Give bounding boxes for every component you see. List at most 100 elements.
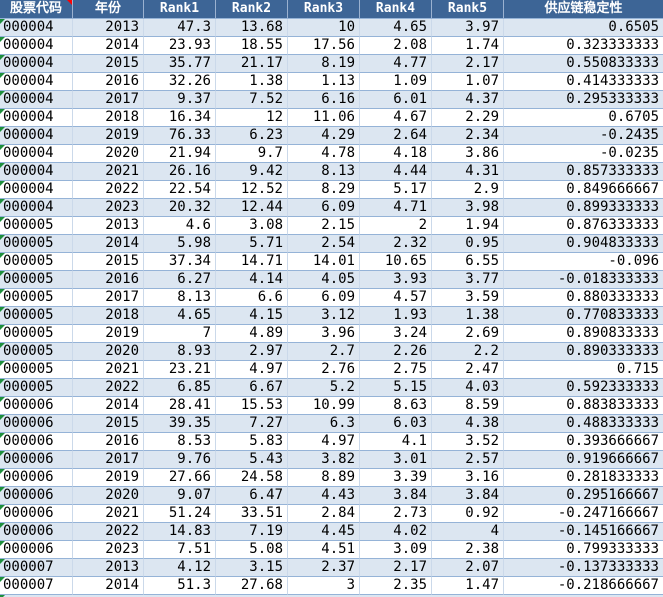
data-cell[interactable]: 4.18 <box>360 145 432 163</box>
data-cell[interactable]: 2.76 <box>288 361 360 379</box>
data-cell[interactable]: 2013 <box>73 19 144 37</box>
data-cell[interactable]: 3.09 <box>360 541 432 559</box>
data-cell[interactable]: 3.84 <box>432 487 504 505</box>
data-cell[interactable]: 4.67 <box>360 109 432 127</box>
data-cell[interactable]: 4.31 <box>432 163 504 181</box>
data-cell[interactable]: 3.24 <box>360 325 432 343</box>
stock-code-cell[interactable]: 000005 <box>0 325 73 343</box>
data-cell[interactable]: 0.281833333 <box>504 469 663 487</box>
data-cell[interactable]: 0.414333333 <box>504 73 663 91</box>
data-cell[interactable]: 2014 <box>73 577 144 595</box>
data-cell[interactable]: 0.770833333 <box>504 307 663 325</box>
data-cell[interactable]: 8.93 <box>144 343 216 361</box>
data-cell[interactable]: 2.57 <box>432 451 504 469</box>
data-cell[interactable]: 6.09 <box>288 199 360 217</box>
stock-code-cell[interactable]: 000004 <box>0 19 73 37</box>
data-cell[interactable]: 0.899333333 <box>504 199 663 217</box>
data-cell[interactable]: 2.84 <box>288 505 360 523</box>
data-cell[interactable]: 6.23 <box>216 127 288 145</box>
data-cell[interactable]: 6.3 <box>288 415 360 433</box>
data-cell[interactable]: 10.65 <box>360 253 432 271</box>
data-cell[interactable]: 4.29 <box>288 127 360 145</box>
data-cell[interactable]: 2022 <box>73 181 144 199</box>
column-header-rank4[interactable]: Rank4 <box>360 0 432 19</box>
stock-code-cell[interactable]: 000006 <box>0 505 73 523</box>
data-cell[interactable]: 2015 <box>73 253 144 271</box>
data-cell[interactable]: 2018 <box>73 307 144 325</box>
data-cell[interactable]: 4.97 <box>216 361 288 379</box>
data-cell[interactable]: 9.7 <box>216 145 288 163</box>
data-cell[interactable]: 2014 <box>73 235 144 253</box>
stock-code-cell[interactable]: 000004 <box>0 127 73 145</box>
column-header-supply-chain-stability[interactable]: 供应链稳定性 <box>504 0 663 19</box>
data-cell[interactable]: 3.01 <box>360 451 432 469</box>
data-cell[interactable]: 0.488333333 <box>504 415 663 433</box>
data-cell[interactable]: 2.34 <box>432 127 504 145</box>
data-cell[interactable]: 2.54 <box>288 235 360 253</box>
data-cell[interactable]: 2015 <box>73 55 144 73</box>
data-cell[interactable]: 4.6 <box>144 217 216 235</box>
data-cell[interactable]: 4.38 <box>432 415 504 433</box>
data-cell[interactable]: 0.857333333 <box>504 163 663 181</box>
stock-code-cell[interactable]: 000004 <box>0 73 73 91</box>
data-cell[interactable]: 5.98 <box>144 235 216 253</box>
data-cell[interactable]: 14.71 <box>216 253 288 271</box>
data-cell[interactable]: 6.09 <box>288 289 360 307</box>
data-cell[interactable]: 17.56 <box>288 37 360 55</box>
data-cell[interactable]: 3.86 <box>432 145 504 163</box>
stock-code-cell[interactable]: 000006 <box>0 415 73 433</box>
data-cell[interactable]: 6.85 <box>144 379 216 397</box>
data-cell[interactable]: 6.03 <box>360 415 432 433</box>
data-cell[interactable]: 5.08 <box>216 541 288 559</box>
data-cell[interactable]: 2017 <box>73 91 144 109</box>
data-cell[interactable]: 3.93 <box>360 271 432 289</box>
stock-code-cell[interactable]: 000004 <box>0 37 73 55</box>
data-cell[interactable]: 27.66 <box>144 469 216 487</box>
data-cell[interactable]: 10.99 <box>288 397 360 415</box>
data-cell[interactable]: 5.43 <box>216 451 288 469</box>
data-cell[interactable]: 51.3 <box>144 577 216 595</box>
data-cell[interactable]: 1.47 <box>432 577 504 595</box>
data-cell[interactable]: 0.880333333 <box>504 289 663 307</box>
data-cell[interactable]: 10 <box>288 19 360 37</box>
stock-code-cell[interactable]: 000005 <box>0 379 73 397</box>
data-cell[interactable]: 2.26 <box>360 343 432 361</box>
data-cell[interactable]: 2020 <box>73 487 144 505</box>
stock-code-cell[interactable]: 000006 <box>0 433 73 451</box>
data-cell[interactable]: 2022 <box>73 523 144 541</box>
data-cell[interactable]: 3.84 <box>360 487 432 505</box>
data-cell[interactable]: 2016 <box>73 271 144 289</box>
stock-code-cell[interactable]: 000005 <box>0 307 73 325</box>
data-cell[interactable]: 6.6 <box>216 289 288 307</box>
data-cell[interactable]: 0.592333333 <box>504 379 663 397</box>
stock-code-cell[interactable]: 000006 <box>0 487 73 505</box>
data-cell[interactable]: 3.52 <box>432 433 504 451</box>
data-cell[interactable]: 8.53 <box>144 433 216 451</box>
data-cell[interactable]: 15.53 <box>216 397 288 415</box>
data-cell[interactable]: 12.52 <box>216 181 288 199</box>
data-cell[interactable]: 1.38 <box>432 307 504 325</box>
data-cell[interactable]: 2020 <box>73 343 144 361</box>
data-cell[interactable]: 3.08 <box>216 217 288 235</box>
data-cell[interactable]: 2019 <box>73 469 144 487</box>
data-cell[interactable]: 2.47 <box>432 361 504 379</box>
data-cell[interactable]: 0.92 <box>432 505 504 523</box>
data-cell[interactable]: 0.849666667 <box>504 181 663 199</box>
data-cell[interactable]: 4.02 <box>360 523 432 541</box>
data-cell[interactable]: -0.137333333 <box>504 559 663 577</box>
data-cell[interactable]: 0.890333333 <box>504 343 663 361</box>
data-cell[interactable]: 5.2 <box>288 379 360 397</box>
data-cell[interactable]: 35.77 <box>144 55 216 73</box>
stock-code-cell[interactable]: 000004 <box>0 109 73 127</box>
data-cell[interactable]: 0.95 <box>432 235 504 253</box>
column-header-rank5[interactable]: Rank5 <box>432 0 504 19</box>
data-cell[interactable]: 13.68 <box>216 19 288 37</box>
data-cell[interactable]: 2022 <box>73 379 144 397</box>
data-cell[interactable]: 3.59 <box>432 289 504 307</box>
data-cell[interactable]: 0.550833333 <box>504 55 663 73</box>
data-cell[interactable]: 7 <box>144 325 216 343</box>
data-cell[interactable]: 9.07 <box>144 487 216 505</box>
data-cell[interactable]: 8.13 <box>288 163 360 181</box>
data-cell[interactable]: 3.82 <box>288 451 360 469</box>
data-cell[interactable]: 7.51 <box>144 541 216 559</box>
